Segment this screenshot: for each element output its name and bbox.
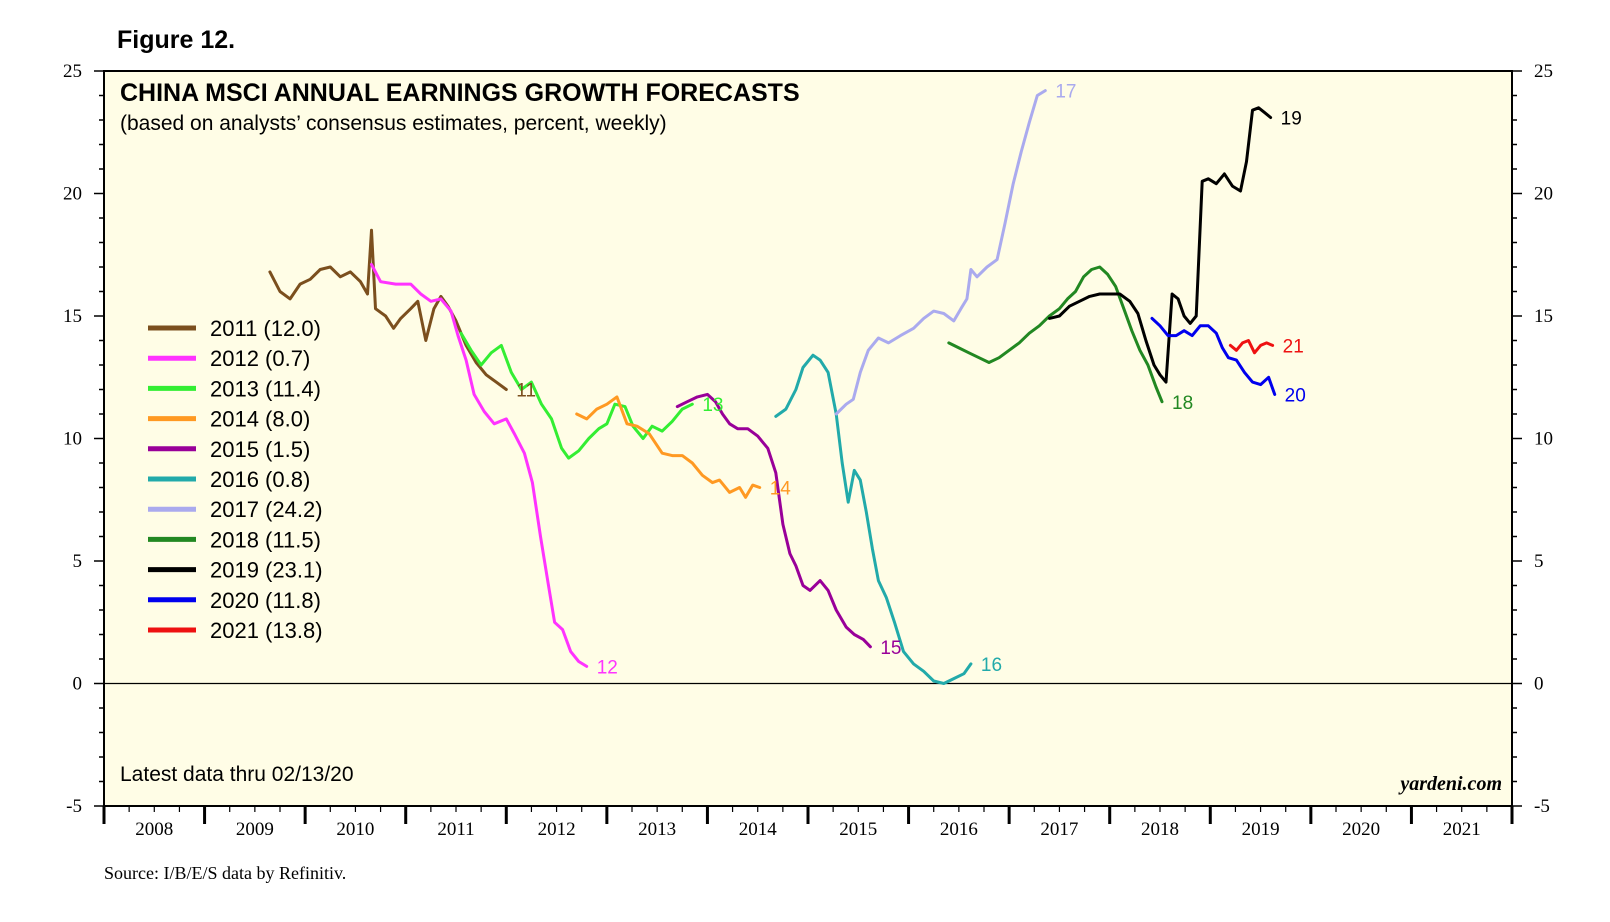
series-end-label-2012: 12 <box>597 657 618 678</box>
x-tick-label: 2012 <box>538 819 576 840</box>
x-tick-label: 2019 <box>1242 819 1280 840</box>
x-tick-label: 2011 <box>437 819 474 840</box>
legend-label-2021: 2021 (13.8) <box>210 618 323 643</box>
y-tick-label-right: 25 <box>1534 61 1553 82</box>
y-tick-label-right: 5 <box>1534 551 1544 572</box>
y-tick-label-right: 15 <box>1534 306 1553 327</box>
y-tick-label-right: 20 <box>1534 184 1553 205</box>
series-line-2014 <box>575 395 762 499</box>
series-line-2012 <box>370 263 589 668</box>
series-end-label-2015: 15 <box>880 638 901 659</box>
series-end-label-2021: 21 <box>1283 336 1304 357</box>
x-tick-label: 2017 <box>1040 819 1078 840</box>
x-tick-label: 2014 <box>739 819 778 840</box>
series-layer <box>268 89 1277 685</box>
legend-label-2019: 2019 (23.1) <box>210 558 323 583</box>
series-line-2018 <box>947 265 1164 404</box>
x-tick-label: 2018 <box>1141 819 1179 840</box>
series-line-2019 <box>1047 106 1273 384</box>
series-line-2015 <box>675 392 872 649</box>
series-end-label-2017: 17 <box>1055 82 1076 103</box>
y-tick-label-right: 0 <box>1534 674 1544 695</box>
yardeni-credit: yardeni.com <box>1398 773 1502 795</box>
series-end-label-2019: 19 <box>1281 109 1302 130</box>
chart-title: CHINA MSCI ANNUAL EARNINGS GROWTH FORECA… <box>120 79 800 107</box>
legend-label-2017: 2017 (24.2) <box>210 497 323 522</box>
x-tick-label: 2015 <box>839 819 877 840</box>
series-line-2017 <box>834 89 1047 416</box>
plot-background <box>104 71 1512 806</box>
y-tick-label-left: 5 <box>73 551 83 572</box>
legend-label-2016: 2016 (0.8) <box>210 467 310 492</box>
series-end-label-2013: 13 <box>702 395 723 416</box>
series-end-label-2016: 16 <box>981 655 1002 676</box>
legend-label-2013: 2013 (11.4) <box>210 376 321 401</box>
x-tick-label: 2013 <box>638 819 676 840</box>
label-layer: 11 12 13 14 15 16 17 18 19 20 21 <box>516 82 1306 679</box>
latest-data-note: Latest data thru 02/13/20 <box>120 763 354 786</box>
series-line-2016 <box>774 353 973 685</box>
legend-label-2011: 2011 (12.0) <box>210 316 321 341</box>
series-line-2020 <box>1150 316 1277 396</box>
y-tick-label-left: 20 <box>63 184 82 205</box>
x-tick-label: 2010 <box>336 819 374 840</box>
x-tick-label: 2021 <box>1443 819 1481 840</box>
legend-layer: 2011 (12.0) 2012 (0.7) 2013 (11.4) 2014 (8.… <box>148 316 323 643</box>
x-tick-label: 2020 <box>1342 819 1380 840</box>
y-tick-label-left: -5 <box>66 796 82 817</box>
y-tick-label-left: 15 <box>63 306 82 327</box>
x-tick-label: 2008 <box>135 819 173 840</box>
y-tick-label-left: 10 <box>63 429 82 450</box>
series-end-label-2018: 18 <box>1172 393 1193 414</box>
legend-label-2018: 2018 (11.5) <box>210 527 321 552</box>
chart-subtitle: (based on analysts’ consensus estimates,… <box>120 112 667 135</box>
series-end-label-2020: 20 <box>1285 385 1306 406</box>
series-end-label-2011: 11 <box>516 381 536 402</box>
series-end-label-2014: 14 <box>770 479 792 500</box>
y-tick-label-left: 25 <box>63 61 82 82</box>
source-note: Source: I/B/E/S data by Refinitiv. <box>104 863 347 883</box>
legend-label-2015: 2015 (1.5) <box>210 437 310 462</box>
legend-label-2014: 2014 (8.0) <box>210 407 310 432</box>
legend-label-2020: 2020 (11.8) <box>210 588 321 613</box>
legend-label-2012: 2012 (0.7) <box>210 346 310 371</box>
x-tick-label: 2016 <box>940 819 978 840</box>
y-tick-label-right: 10 <box>1534 429 1553 450</box>
figure-label: Figure 12. <box>117 26 236 54</box>
x-tick-label: 2009 <box>236 819 274 840</box>
series-line-2013 <box>459 331 694 460</box>
y-tick-label-left: 0 <box>73 674 83 695</box>
series-line-2021 <box>1228 339 1275 355</box>
y-tick-label-right: -5 <box>1534 796 1550 817</box>
